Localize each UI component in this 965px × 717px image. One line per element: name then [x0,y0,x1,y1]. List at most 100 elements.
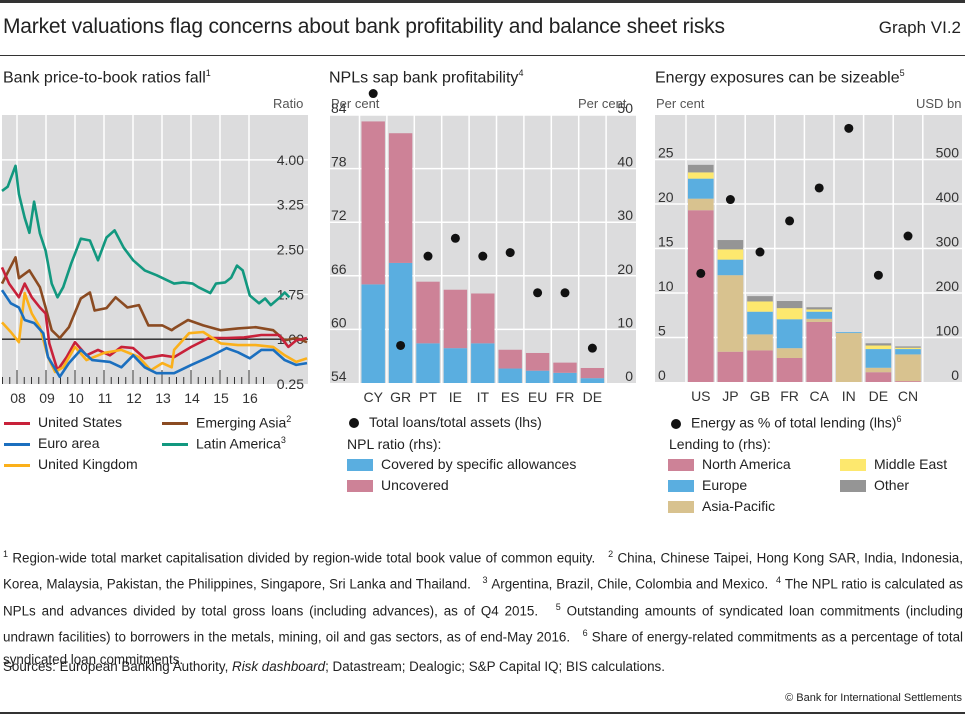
legend-label: Emerging Asia [196,414,287,431]
panel-title-text: NPLs sap bank profitability [329,69,519,87]
legend-item-emerging-asia: Emerging Asia2 [162,414,291,431]
footnote-text: The NPL ratio is calculated as NPLs and … [3,576,963,619]
x-tick-label: GB [750,388,770,404]
footnote-ref: 5 [899,68,905,78]
bar-segment-other [806,307,832,310]
x-tick-label: FR [556,389,575,405]
y-tick-label-left: 66 [331,261,347,277]
legend-swatch [347,480,373,493]
dot-marker-icon [349,418,359,429]
y-tick-label-right: 300 [936,234,960,250]
dot-marker [396,340,406,350]
bar-segment-north-america [747,350,773,382]
bar-segment-north-america [865,372,892,382]
legend-label: North America [702,456,791,472]
top-rule [0,0,965,3]
dot-marker [560,288,570,298]
legend-swatch [4,442,30,446]
bar-segment-europe [717,259,744,276]
sources-text: ; Datastream; Dealogic; S&P Capital IQ; … [325,659,665,674]
bar-segment-middle-east [776,308,803,320]
bar-segment-europe [895,349,921,355]
bar-segment-europe [747,311,773,335]
sources: Sources: European Banking Authority, Ris… [3,659,665,674]
x-tick-label: ES [501,389,520,405]
bar-segment-asia-pacific [747,334,773,351]
x-tick-label: 16 [242,390,258,406]
y-tick-label-left: 78 [331,154,347,170]
legend-item-north-america: North America [668,456,791,472]
bar-segment-europe [806,311,832,319]
legend-item-united-kingdom: United Kingdom [4,456,138,472]
x-tick-label: US [691,388,710,404]
bar-segment-middle-east [806,309,832,312]
y-tick-label-right: 0 [625,368,633,384]
bar-segment-covered-by-specific-allowances [498,368,522,383]
legend-group-title: NPL ratio (rhs): [347,436,442,452]
footnote-text: Argentina, Brazil, Chile, Colombia and M… [491,576,769,592]
y-tick-label-left: 15 [658,234,674,250]
y-tick-label-right: 400 [936,189,960,205]
legend-swatch [347,459,373,472]
series-line-latin-america [1,164,291,307]
legend-label: Uncovered [381,477,449,493]
bar-segment-middle-east [688,172,714,179]
x-tick-label: 10 [68,390,84,406]
y-tick-label-left: 25 [658,145,674,161]
bar-segment-asia-pacific [717,275,744,352]
legend-item-uncovered: Uncovered [347,477,449,493]
y-tick-label-left: 54 [331,368,347,384]
footnote-text: China, Chinese Taipei, Hong Kong SAR, In… [3,550,963,592]
x-tick-label: DE [869,388,888,404]
unit-right-npl: Per cent [578,96,627,111]
y-tick-label-right: 40 [617,154,633,170]
x-tick-label: 11 [98,390,113,406]
bar-segment-asia-pacific [895,354,921,382]
x-tick-label: 09 [39,390,55,406]
panel-title-text: Energy exposures can be sizeable [655,69,900,87]
legend-label: United Kingdom [38,456,138,472]
x-tick-label: IN [842,388,856,404]
x-tick-label: CY [363,389,383,405]
y-tick-label-right: 50 [617,100,633,116]
legend-swatch [840,480,866,493]
legend-label: Euro area [38,435,100,451]
dot-marker [755,247,765,257]
legend-item-other: Other [840,477,909,493]
bar-segment-uncovered [388,133,413,263]
legend-swatch [668,480,694,493]
legend-item-middle-east: Middle East [840,456,947,472]
bar-segment-middle-east [747,301,773,312]
dot-marker [814,183,824,193]
dot-marker [873,270,883,280]
bar-segment-north-america [688,210,714,382]
bar-segment-covered-by-specific-allowances [416,343,440,383]
series-line-euro-area [0,289,308,379]
panel-title-text: Bank price-to-book ratios fall [3,69,206,87]
bar-segment-middle-east [895,347,921,350]
dot-marker [903,231,913,241]
x-tick-label: IE [449,389,462,405]
x-tick-label: JP [722,388,738,404]
bar-segment-uncovered [580,367,605,379]
bar-segment-uncovered [525,352,550,371]
legend-label: Energy as % of total lending (lhs) [691,414,897,431]
legend-swatch [162,443,188,447]
legend-group-title: Lending to (rhs): [669,436,771,452]
legend-label: Other [874,477,910,493]
legend-swatch [162,422,188,426]
legend-swatch [4,421,30,425]
panel-title-npl: NPLs sap bank profitability4 [329,68,523,87]
footnotes: 1 Region-wide total market capitalisatio… [3,543,963,671]
y-tick-label-right: 200 [936,278,960,294]
footnote-ref: 5 [555,601,561,612]
copyright: © Bank for International Settlements [785,692,962,704]
dot-marker [478,251,488,261]
bar-segment-europe [865,349,892,368]
bar-segment-covered-by-specific-allowances [553,372,577,383]
y-tick-label-right: 30 [617,207,633,223]
legend-item-europe: Europe [668,477,747,493]
bar-segment-covered-by-specific-allowances [525,370,550,383]
bar-segment-other [747,296,773,302]
